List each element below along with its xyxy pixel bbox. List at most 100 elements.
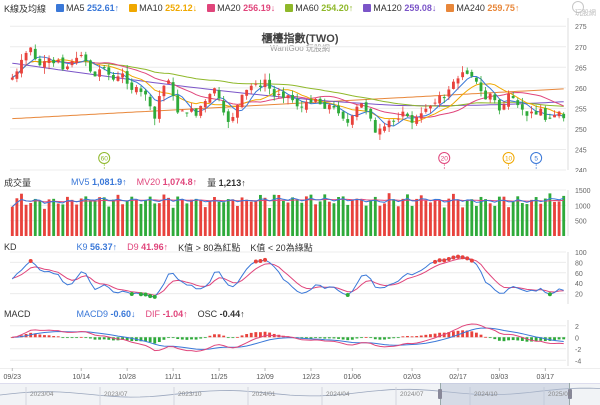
ma60-legend[interactable]: MA60 254.20↑ <box>285 3 353 13</box>
candle-body <box>153 106 157 119</box>
osc-bar <box>153 337 157 344</box>
ma120-legend[interactable]: MA120 259.08↓ <box>363 3 436 13</box>
dif-legend[interactable]: DIF -1.04↑ <box>145 309 188 319</box>
x-tick-label: 11/11 <box>165 374 182 381</box>
d9-legend[interactable]: D9 41.96↑ <box>127 242 169 252</box>
ma10-legend[interactable]: MA10 252.12↓ <box>129 3 197 13</box>
kd-overbought-dot <box>433 259 438 264</box>
volume-title: 成交量 <box>4 177 32 188</box>
kd-chart[interactable]: 100 80 60 40 20 <box>0 238 600 306</box>
range-scrollbar-thumb[interactable] <box>438 383 572 405</box>
candle-body <box>451 81 455 89</box>
candle-body <box>327 104 331 110</box>
mv5-legend[interactable]: MV5 1,081.9↑ <box>71 177 127 187</box>
watermark-subtitle: WantGoo 玩股網 <box>270 44 330 53</box>
volume-bar <box>479 196 483 236</box>
volume-panel: 成交量 MV5 1,081.9↑ MV20 1,074.8↑ 量 1,213↑ … <box>0 172 600 238</box>
osc-bar <box>373 337 377 340</box>
scrollbar-year-label: 2023/07 <box>104 391 128 398</box>
volume-bar <box>318 201 322 236</box>
volume-bar <box>470 199 474 236</box>
ma5-legend[interactable]: MA5 252.61↑ <box>56 3 119 13</box>
candle-body <box>465 70 469 74</box>
candle-body <box>176 95 180 113</box>
macd-title: MACD <box>4 309 31 319</box>
osc-bar <box>557 337 561 340</box>
y-tick-label: 245 <box>575 147 587 154</box>
x-tick-label: 12/09 <box>256 374 274 381</box>
volume-bar <box>125 200 129 236</box>
candle-body <box>295 98 299 107</box>
range-handle-right[interactable] <box>568 389 572 399</box>
candle-body <box>116 76 120 81</box>
kd-overbought-dot <box>446 256 451 261</box>
candle-body <box>433 102 437 104</box>
osc-bar <box>396 337 400 339</box>
volume-bar <box>291 197 295 236</box>
range-scrollbar[interactable] <box>0 383 600 405</box>
volume-bar <box>488 203 492 236</box>
osc-bar <box>66 337 69 339</box>
osc-bar <box>208 335 212 338</box>
volume-bar <box>29 203 33 236</box>
volume-bar <box>465 200 469 236</box>
macd9-line <box>12 327 564 350</box>
osc-bar <box>38 334 42 338</box>
candle-body <box>245 89 249 96</box>
volume-bar <box>43 208 46 236</box>
volume-value-legend: 量 1,213↑ <box>207 177 246 188</box>
osc-bar <box>84 337 88 339</box>
k9-legend[interactable]: K9 56.37↑ <box>76 242 118 252</box>
osc-bar <box>217 334 221 338</box>
x-tick-label: 09/23 <box>4 374 22 381</box>
candle-body <box>369 108 373 119</box>
volume-bar <box>24 204 28 236</box>
range-handle-left[interactable] <box>438 389 442 399</box>
ma240-legend[interactable]: MA240 259.75↑ <box>446 3 519 13</box>
volume-bar <box>259 194 262 236</box>
volume-bar <box>61 204 65 236</box>
volume-bar <box>373 196 377 236</box>
volume-bar <box>79 198 83 236</box>
osc-bar <box>364 337 368 338</box>
candle-body <box>502 104 506 110</box>
macd9-legend[interactable]: MACD9 -0.60↓ <box>76 309 136 319</box>
candle-body <box>562 113 566 119</box>
osc-bar <box>327 337 331 339</box>
volume-chart[interactable]: 1500 1000 500 <box>0 172 600 238</box>
candle-body <box>387 120 391 128</box>
volume-bar <box>383 203 386 236</box>
volume-bar <box>121 204 125 236</box>
candle-body <box>304 101 308 110</box>
osc-bar <box>355 337 359 339</box>
candle-body <box>231 117 235 121</box>
osc-legend[interactable]: OSC -0.44↑ <box>197 309 245 319</box>
y-tick-label: 100 <box>575 250 587 257</box>
osc-bar <box>309 337 313 339</box>
osc-bar <box>213 334 216 338</box>
candle-body <box>415 117 419 124</box>
price-chart[interactable]: 275 270 265 260 255 250 245 240 60 20 10 5 <box>0 0 600 172</box>
mv20-legend[interactable]: MV20 1,074.8↑ <box>136 177 198 187</box>
volume-bar <box>111 199 115 236</box>
candle-body <box>125 71 129 84</box>
macd-chart[interactable]: 2 0 -2 -4 <box>0 306 600 368</box>
osc-bar <box>102 337 106 340</box>
candle-body <box>355 106 359 118</box>
osc-bar <box>548 337 552 341</box>
volume-bar <box>70 199 74 236</box>
ma20-legend[interactable]: MA20 256.19↓ <box>207 3 275 13</box>
volume-bar <box>369 199 373 236</box>
y-tick-label: 500 <box>575 219 587 226</box>
volume-bar <box>378 205 382 236</box>
volume-bar <box>148 196 152 236</box>
ma-marker <box>530 152 543 164</box>
volume-bar <box>424 200 428 236</box>
candle-body <box>314 98 317 102</box>
volume-bar <box>249 201 253 236</box>
osc-bar <box>176 337 180 340</box>
osc-bar <box>470 331 474 338</box>
volume-bar <box>364 205 368 236</box>
candle-body <box>29 47 33 53</box>
osc-bar <box>249 332 253 338</box>
